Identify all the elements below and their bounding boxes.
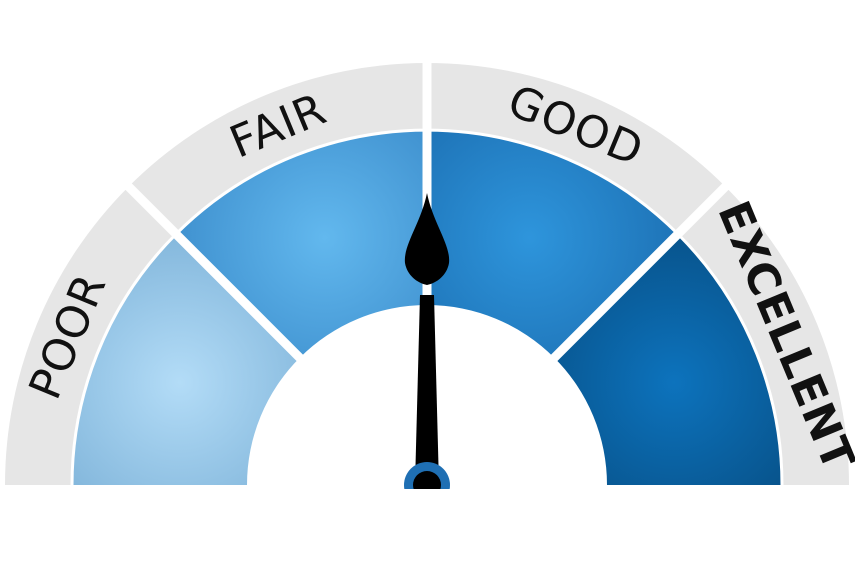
gauge-needle: [397, 193, 457, 529]
segment-good: [427, 130, 679, 358]
separator-3: [549, 182, 730, 363]
needle-head: [404, 193, 450, 285]
band-boundary: [70, 128, 784, 486]
label-band-excellent: [678, 186, 849, 485]
segment-excellent: [554, 233, 782, 485]
needle-pointer: [404, 193, 450, 485]
separator-1: [124, 182, 305, 363]
label-band-poor: [5, 186, 176, 485]
needle-shaft: [415, 295, 439, 485]
segment-poor: [72, 233, 300, 485]
hub-mask: [397, 489, 457, 529]
label-band-good: [427, 63, 726, 234]
label-band: [5, 63, 849, 485]
color-segments: [72, 130, 782, 485]
segment-fair: [175, 130, 427, 358]
label-band-fair: [128, 63, 427, 234]
